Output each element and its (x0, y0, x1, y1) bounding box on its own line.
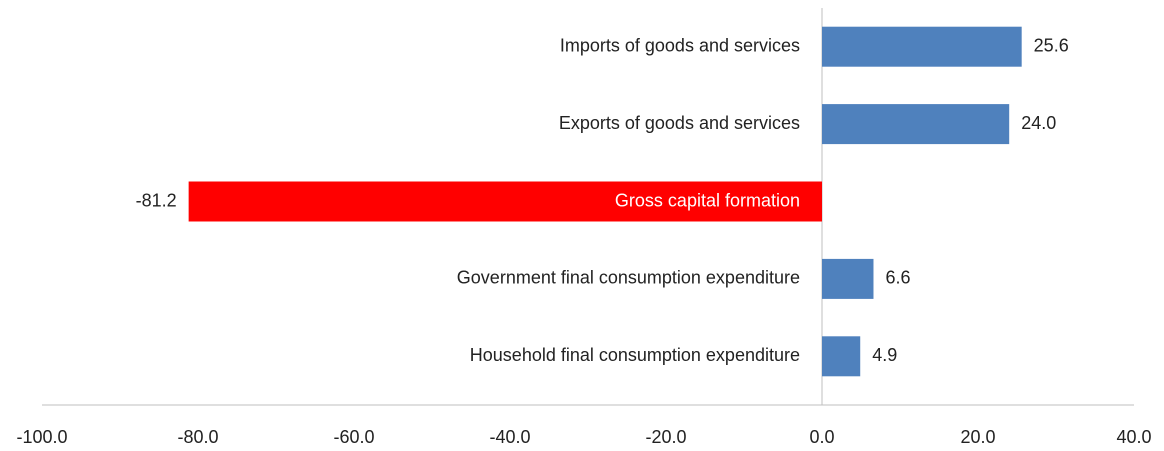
x-tick-label: -80.0 (177, 427, 218, 447)
bar (822, 26, 1022, 67)
category-label: Household final consumption expenditure (470, 345, 800, 365)
category-label: Government final consumption expenditure (457, 268, 800, 288)
category-label: Exports of goods and services (559, 113, 800, 133)
x-tick-label: -20.0 (645, 427, 686, 447)
value-label: 4.9 (872, 345, 897, 365)
x-tick-label: 0.0 (809, 427, 834, 447)
bar (822, 258, 874, 299)
bar (822, 104, 1010, 145)
value-label: 6.6 (885, 268, 910, 288)
x-tick-label: -60.0 (333, 427, 374, 447)
x-tick-label: -100.0 (16, 427, 67, 447)
value-label: -81.2 (136, 190, 177, 210)
x-tick-label: 20.0 (960, 427, 995, 447)
bar (188, 181, 822, 222)
bar (822, 336, 861, 377)
category-label: Imports of goods and services (560, 35, 800, 55)
category-label: Gross capital formation (615, 190, 800, 210)
value-label: 24.0 (1021, 113, 1056, 133)
value-label: 25.6 (1034, 35, 1069, 55)
x-tick-label: -40.0 (489, 427, 530, 447)
x-tick-label: 40.0 (1116, 427, 1151, 447)
